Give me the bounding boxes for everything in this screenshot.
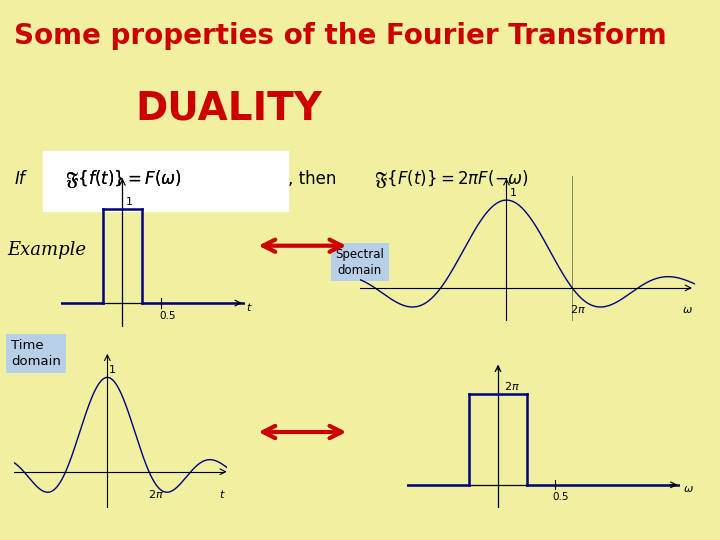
Text: DUALITY: DUALITY: [135, 89, 322, 127]
Text: $\omega$: $\omega$: [683, 305, 693, 314]
Text: If: If: [14, 170, 25, 188]
Text: $2\pi$: $2\pi$: [148, 488, 163, 500]
Text: $\mathfrak{F}\{f(t)\} = F(\omega)$: $\mathfrak{F}\{f(t)\} = F(\omega)$: [65, 168, 181, 190]
Text: t: t: [219, 490, 223, 500]
Text: $\omega$: $\omega$: [683, 484, 693, 494]
Text: 0.5: 0.5: [159, 311, 176, 321]
Text: 1: 1: [510, 188, 517, 198]
Text: $2\pi$: $2\pi$: [570, 302, 586, 314]
Text: 1: 1: [126, 197, 133, 207]
Text: $\mathfrak{F}\{F(t)\} = 2\pi F(-\omega)$: $\mathfrak{F}\{F(t)\} = 2\pi F(-\omega)$: [374, 168, 529, 190]
Text: Example: Example: [7, 241, 86, 259]
Text: Spectral
domain: Spectral domain: [336, 248, 384, 276]
Text: 0.5: 0.5: [553, 492, 570, 502]
Text: , then: , then: [288, 170, 336, 188]
Text: $2\pi$: $2\pi$: [504, 380, 520, 392]
Text: t: t: [246, 302, 251, 313]
Text: 1: 1: [109, 364, 117, 375]
Text: Time
domain: Time domain: [11, 339, 60, 368]
Text: Some properties of the Fourier Transform: Some properties of the Fourier Transform: [14, 23, 667, 50]
FancyBboxPatch shape: [43, 151, 288, 211]
Text: $\mathfrak{F}\{f(t)\} = F(\omega)$: $\mathfrak{F}\{f(t)\} = F(\omega)$: [65, 168, 181, 190]
